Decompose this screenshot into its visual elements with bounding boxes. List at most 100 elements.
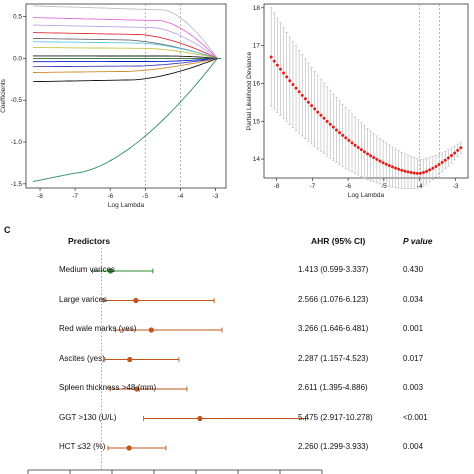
deviance-point	[310, 104, 314, 108]
y-tick-label: -1.5	[11, 181, 23, 188]
deviance-point	[272, 59, 276, 63]
ahr-point	[134, 386, 140, 392]
header-predictors: Predictors	[68, 236, 111, 246]
header-ahr: AHR (95% CI)	[311, 236, 366, 246]
deviance-point	[456, 148, 460, 152]
ahr-point	[127, 356, 133, 363]
y-axis-title: Partial Likelihood Deviance	[246, 51, 253, 130]
deviance-point	[347, 138, 351, 142]
header-p-value: P value	[403, 236, 432, 246]
coefficient-path-line	[32, 5, 221, 59]
deviance-point	[443, 158, 447, 162]
deviance-point	[341, 133, 345, 137]
deviance-point	[397, 167, 401, 171]
deviance-point	[269, 55, 273, 59]
y-tick-label: 17	[253, 43, 261, 50]
ahr-ci-value: 2.611 (1.395-4.886)	[298, 383, 368, 392]
y-axis-title: Coefficients	[0, 78, 7, 113]
ahr-point	[107, 268, 114, 274]
header-p-rest: value	[408, 236, 433, 246]
coefficient-path-line	[33, 55, 221, 59]
x-tick-label: -5	[142, 193, 148, 200]
x-tick-label: -6	[107, 193, 113, 200]
ahr-ci-value: 5.475 (2.917-10.278)	[298, 412, 373, 422]
coefficient-path-line	[32, 57, 221, 83]
y-tick-label: -0.5	[11, 97, 23, 104]
deviance-point	[297, 90, 301, 94]
deviance-point	[390, 165, 394, 169]
y-tick-label: 0.0	[13, 55, 22, 62]
ahr-point	[126, 445, 132, 451]
deviance-point	[366, 152, 370, 156]
coefficient-path-line	[32, 47, 221, 59]
deviance-point	[275, 63, 279, 67]
deviance-point	[450, 154, 454, 158]
coefficient-path-line	[33, 57, 221, 73]
forest-plot-panel: C Predictors AHR (95% CI) P value Medium…	[0, 220, 474, 474]
predictor-label: GGT >130 (U/L)	[59, 412, 117, 422]
deviance-point	[372, 156, 376, 160]
p-value: 0.034	[403, 294, 424, 304]
predictor-label: HCT ≤32 (%)	[59, 442, 106, 451]
deviance-point	[384, 162, 388, 166]
x-tick-label: -8	[274, 183, 280, 190]
ahr-point	[148, 327, 154, 333]
deviance-point	[431, 166, 435, 170]
deviance-point	[328, 122, 332, 126]
forest-plot-chart	[27, 248, 323, 474]
p-value: 0.004	[403, 442, 424, 451]
deviance-point	[300, 93, 304, 97]
deviance-point	[415, 171, 419, 175]
coefficient-path-line	[33, 17, 221, 59]
deviance-point	[294, 86, 298, 90]
predictor-label: Spleen thickness >48 (mm)	[59, 383, 157, 392]
panel-letter: C	[4, 225, 11, 235]
coefficient-path-line	[32, 41, 221, 59]
deviance-point	[282, 71, 286, 75]
cv-deviance-chart: -8 -7 -6 -5 -4 -3 14 15 16 17 18 Log Lambda Partial …	[246, 3, 469, 199]
x-tick-label: -4	[177, 193, 183, 200]
deviance-point	[375, 157, 379, 161]
deviance-point	[437, 162, 441, 166]
deviance-point	[306, 100, 310, 104]
deviance-point	[285, 75, 289, 79]
deviance-point	[459, 146, 463, 150]
y-tick-label: -1.0	[11, 139, 23, 146]
deviance-point	[434, 164, 438, 168]
coefficient-path-chart: -8 -7 -6 -5 -4 -3 -1.5 -1.0 -0.5 0.0 0.5 Log Lambda…	[0, 3, 227, 209]
deviance-point	[316, 110, 320, 114]
deviance-point	[425, 169, 429, 173]
ahr-ci-value: 3.266 (1.646-6.481)	[298, 324, 369, 333]
ahr-ci-value: 2.287 (1.157-4.523)	[298, 353, 369, 363]
x-tick-label: -5	[381, 183, 387, 190]
x-tick-label: -8	[37, 193, 43, 200]
y-tick-label: 16	[253, 80, 261, 87]
deviance-point	[313, 107, 317, 111]
p-value: <0.001	[403, 412, 428, 422]
deviance-point	[338, 131, 342, 135]
deviance-point	[446, 156, 450, 160]
ahr-point	[133, 297, 139, 304]
deviance-point	[403, 169, 407, 173]
deviance-point	[325, 119, 329, 123]
coefficient-path-line	[32, 57, 221, 183]
p-value: 0.430	[403, 265, 424, 274]
plot-frame	[25, 3, 227, 189]
coefficient-path-line	[33, 57, 221, 63]
deviance-point	[453, 151, 457, 155]
deviance-point	[400, 168, 404, 172]
p-value: 0.017	[403, 353, 424, 363]
ahr-ci-value: 2.260 (1.299-3.933)	[298, 442, 369, 451]
p-value: 0.001	[403, 324, 424, 333]
deviance-point	[322, 116, 326, 120]
predictor-label: Medium varices	[59, 265, 116, 274]
y-tick-label: 15	[253, 118, 261, 125]
deviance-point	[440, 160, 444, 164]
coefficient-path-line	[33, 24, 221, 59]
deviance-point	[291, 82, 295, 86]
deviance-point	[378, 159, 382, 163]
deviance-point	[387, 164, 391, 168]
deviance-point	[334, 128, 338, 132]
predictor-label: Large varices	[59, 294, 108, 304]
coefficient-path-line	[33, 57, 221, 68]
